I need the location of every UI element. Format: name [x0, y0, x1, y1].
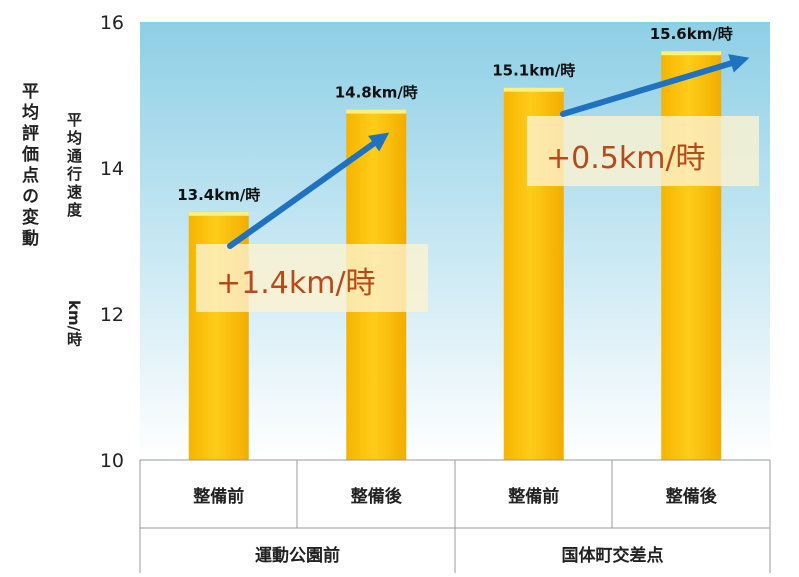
y-tick-label: 12 [100, 304, 124, 326]
data-label: 15.1km/時 [492, 62, 575, 80]
category-label: 整備前 [508, 486, 559, 507]
bar [661, 51, 722, 460]
trend-arrow-1 [227, 132, 390, 249]
category-table [139, 459, 771, 573]
group-label: 国体町交差点 [562, 545, 664, 566]
bar-top [503, 87, 564, 92]
data-label: 14.8km/時 [335, 84, 418, 102]
annotations: +1.4km/時 +0.5km/時 [196, 54, 759, 312]
annotation-box-2 [527, 116, 759, 186]
category-label: 整備後 [351, 486, 403, 507]
data-label: 15.6km/時 [650, 25, 733, 43]
y-axis-outer-label: 平均評価点の変動 [18, 82, 40, 250]
group-label: 運動公園前 [255, 545, 340, 566]
data-label: 13.4km/時 [177, 186, 260, 204]
y-tick-label: 14 [100, 158, 124, 180]
annotation-text-2: +0.5km/時 [546, 141, 706, 176]
annotation-box-1 [196, 244, 428, 312]
y-axis-unit: km/時 [65, 300, 83, 347]
bar-top [346, 109, 407, 114]
bar-top [661, 51, 722, 56]
category-label: 整備前 [193, 486, 244, 507]
y-axis-label: 平均通行速度 [65, 112, 83, 220]
y-tick-label: 10 [100, 450, 124, 472]
y-ticks: 10 12 14 16 [100, 12, 124, 472]
trend-arrow-2 [560, 54, 750, 117]
y-tick-label: 16 [100, 12, 124, 34]
category-label: 整備後 [666, 486, 718, 507]
annotation-text-1: +1.4km/時 [216, 266, 376, 301]
bar-top [188, 211, 249, 216]
